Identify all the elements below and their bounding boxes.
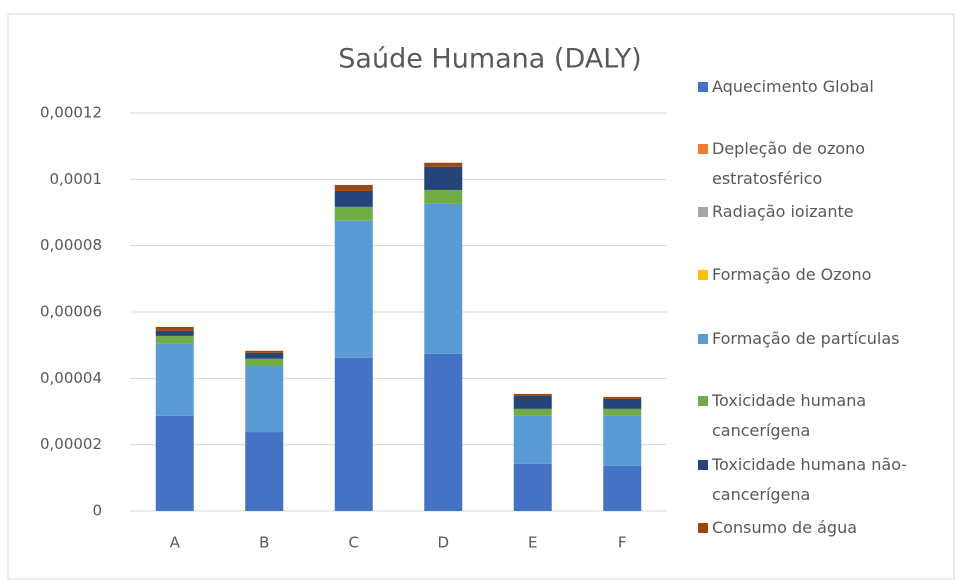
bar-segment	[424, 189, 463, 204]
legend-swatch	[698, 82, 708, 92]
bar-segment	[424, 353, 463, 511]
y-tick-label: 0,00012	[40, 104, 102, 122]
bar-segment	[155, 343, 194, 416]
bar-segment	[245, 350, 284, 353]
bar-segment	[424, 162, 463, 167]
y-tick-label: 0,00008	[40, 236, 102, 254]
x-tick-label: B	[259, 534, 269, 552]
y-tick-label: 0,00004	[40, 369, 102, 387]
bar-segment	[334, 357, 373, 511]
y-tick-label: 0	[92, 502, 102, 520]
bar-segment	[603, 415, 642, 466]
y-tick-label: 0,00006	[40, 303, 102, 321]
bar-segment	[155, 335, 194, 344]
x-tick-label: D	[437, 534, 449, 552]
bar-segment	[603, 396, 642, 399]
bar-segment	[155, 415, 194, 511]
legend-label: Radiação ioizante	[712, 202, 854, 221]
bar-segment	[155, 326, 194, 331]
bar-segment	[603, 465, 642, 511]
y-tick-label: 0,0001	[50, 170, 103, 188]
x-tick-label: C	[349, 534, 359, 552]
bar-segment	[334, 184, 373, 191]
legend-label: Consumo de água	[712, 518, 858, 537]
chart-title: Saúde Humana (DALY)	[338, 44, 641, 75]
legend-label: Toxicidade humana cancerígena	[712, 391, 867, 440]
bar-segment	[603, 398, 642, 409]
bar-segment	[513, 395, 552, 409]
legend-swatch	[698, 460, 708, 470]
legend-label: Formação de Ozono	[712, 265, 872, 284]
x-tick-label: F	[618, 534, 627, 552]
x-tick-label: E	[528, 534, 537, 552]
legend-swatch	[698, 207, 708, 217]
bar-segment	[513, 463, 552, 511]
bar-segment	[603, 408, 642, 416]
legend-swatch	[698, 334, 708, 344]
bar-segment	[245, 366, 284, 433]
bar-segment	[245, 352, 284, 359]
bar-segment	[334, 220, 373, 358]
bar-segment	[513, 393, 552, 396]
bar-segment	[155, 330, 194, 336]
bar-segment	[334, 206, 373, 221]
bar-segment	[424, 166, 463, 190]
legend-label: Depleção de ozono estratosférico	[712, 139, 866, 188]
legend-swatch	[698, 523, 708, 533]
legend-swatch	[698, 396, 708, 406]
bar-segment	[245, 358, 284, 367]
bar-segment	[334, 190, 373, 207]
legend-swatch	[698, 144, 708, 154]
x-tick-label: A	[170, 534, 181, 552]
bar-segment	[245, 432, 284, 511]
y-tick-label: 0,00002	[40, 435, 102, 453]
legend-label: Toxicidade humana não-cancerígena	[712, 455, 908, 504]
bar-segment	[513, 415, 552, 464]
bar-segment	[513, 408, 552, 416]
legend-label: Aquecimento Global	[712, 77, 874, 96]
legend-label: Formação de partículas	[712, 329, 900, 348]
legend-swatch	[698, 270, 708, 280]
bar-segment	[424, 203, 463, 354]
